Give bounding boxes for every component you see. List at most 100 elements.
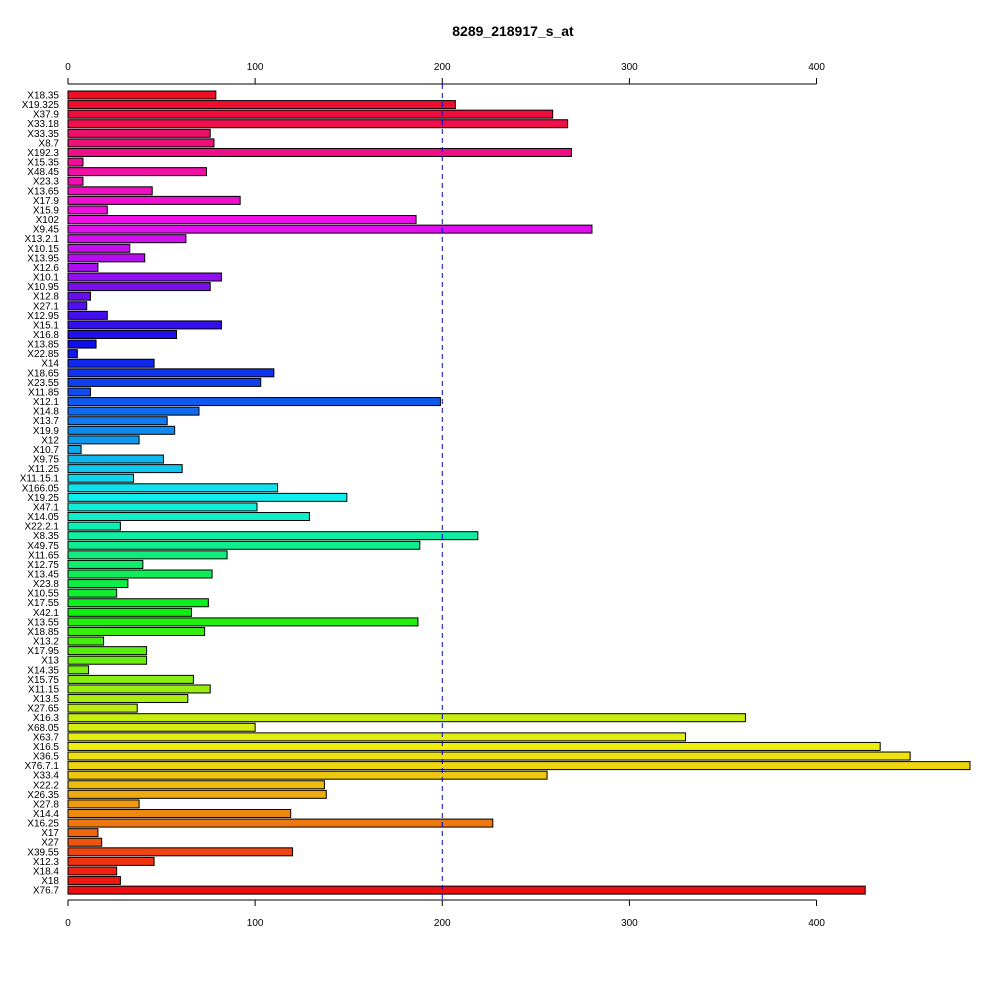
bar-X42.1: [67, 607, 193, 617]
bar-X37.9: [67, 109, 554, 119]
category-label-X27.1: X27.1: [33, 301, 60, 312]
category-label-X33.35: X33.35: [27, 129, 59, 140]
bar-X16.8: [67, 330, 178, 339]
top-x-axis: 0 100 200 300 400: [65, 62, 825, 85]
category-label-X11.15.1: X11.15.1: [20, 474, 60, 485]
category-label-X18.35: X18.35: [27, 91, 59, 102]
bar-X13.2.1: [67, 234, 187, 244]
category-label-X16.5: X16.5: [33, 742, 60, 753]
bar-X11.15.1: [67, 473, 134, 483]
bar-X13.45: [67, 569, 213, 579]
category-labels-group: X18.35X19.325X37.9X33.18X33.35X8.7X192.3…: [20, 91, 60, 897]
bar-X23.8: [67, 579, 129, 589]
category-label-X16.25: X16.25: [27, 819, 59, 830]
bar-X12: [67, 435, 140, 445]
category-label-X22.2: X22.2: [33, 780, 60, 791]
chart-title: 8289_218917_s_at: [452, 23, 574, 39]
bars-group: [67, 90, 971, 895]
category-label-X13.2: X13.2: [33, 637, 60, 648]
bar-X23.3: [67, 176, 84, 186]
bar-X63.7: [67, 732, 687, 742]
category-label-X33.4: X33.4: [33, 771, 60, 782]
category-label-X11.85: X11.85: [28, 387, 59, 398]
bar-X27.8: [67, 799, 140, 809]
category-label-X39.55: X39.55: [27, 847, 59, 858]
category-label-X15.35: X15.35: [27, 158, 59, 169]
bar-X10.95: [67, 282, 211, 292]
category-label-X12.3: X12.3: [33, 857, 60, 868]
category-label-X10.1: X10.1: [33, 273, 60, 284]
bar-X12.6: [67, 262, 99, 272]
bar-X8.35: [67, 531, 479, 541]
category-label-X13.65: X13.65: [27, 186, 59, 197]
category-label-X13.2.1: X13.2.1: [25, 234, 60, 245]
bar-X12.75: [67, 559, 144, 569]
top-tick-label-400: 400: [808, 62, 825, 73]
category-label-X12.1: X12.1: [33, 397, 60, 408]
category-label-X19.325: X19.325: [22, 100, 60, 111]
bar-X16.5: [67, 741, 881, 751]
bar-X19.9: [67, 425, 176, 435]
bar-X18: [67, 876, 121, 886]
category-label-X14.35: X14.35: [27, 665, 59, 676]
category-label-X27: X27: [41, 838, 59, 849]
bar-X9.45: [67, 224, 593, 234]
bar-X13.65: [67, 186, 153, 196]
category-label-X76.7.1: X76.7.1: [25, 761, 60, 772]
category-label-X18.65: X18.65: [27, 368, 59, 379]
bar-X27.1: [67, 301, 88, 311]
bar-X13.2: [67, 636, 105, 646]
bar-X18.4: [67, 866, 118, 876]
bar-X9.75: [67, 454, 164, 464]
bar-X11.15: [67, 684, 211, 694]
bar-X12.1: [67, 397, 441, 407]
bar-X11.65: [67, 550, 228, 560]
category-label-X13.45: X13.45: [27, 570, 59, 581]
category-label-X12.6: X12.6: [33, 263, 60, 274]
category-label-X33.18: X33.18: [27, 119, 59, 130]
bar-X8.7: [67, 138, 215, 148]
category-label-X22.85: X22.85: [27, 349, 59, 360]
category-label-X10.7: X10.7: [33, 445, 60, 456]
bar-X10.15: [67, 243, 131, 253]
bar-X14.8: [67, 406, 200, 416]
bar-X27: [67, 837, 103, 847]
category-label-X26.35: X26.35: [27, 790, 59, 801]
bottom-tick-label-0: 0: [65, 918, 71, 929]
category-label-X17.9: X17.9: [33, 196, 60, 207]
bar-X17: [67, 828, 99, 838]
bar-X19.325: [67, 100, 456, 110]
bar-X166.05: [67, 483, 279, 493]
bar-X13.5: [67, 694, 189, 704]
category-label-X14.4: X14.4: [33, 809, 60, 820]
bar-X11.25: [67, 464, 183, 474]
category-label-X11.15: X11.15: [28, 684, 59, 695]
bar-X14.05: [67, 512, 310, 522]
bar-X10.55: [67, 588, 118, 598]
bar-X14.4: [67, 809, 292, 818]
bar-X18.35: [67, 90, 217, 100]
bar-X12.3: [67, 856, 155, 866]
bar-X14: [67, 358, 155, 368]
bar-X12.95: [67, 310, 108, 320]
category-label-X14.05: X14.05: [27, 512, 59, 523]
bar-X48.45: [67, 167, 207, 177]
bar-X19.25: [67, 492, 348, 502]
category-label-X15.75: X15.75: [27, 675, 59, 686]
bar-X10.7: [67, 444, 82, 454]
bar-X102: [67, 215, 417, 225]
bottom-x-axis: 0 100 200 300 400: [65, 899, 825, 929]
bar-X17.55: [67, 598, 209, 608]
bottom-tick-label-200: 200: [434, 918, 451, 929]
category-label-X13.85: X13.85: [27, 340, 59, 351]
bar-X13.85: [67, 339, 97, 349]
bar-X22.2.1: [67, 521, 121, 531]
category-label-X14.8: X14.8: [33, 407, 60, 418]
bar-X13.95: [67, 253, 146, 263]
bar-X11.85: [67, 387, 91, 397]
bar-X15.75: [67, 674, 194, 684]
category-label-X13.7: X13.7: [33, 416, 60, 427]
category-label-X13.5: X13.5: [33, 694, 60, 705]
